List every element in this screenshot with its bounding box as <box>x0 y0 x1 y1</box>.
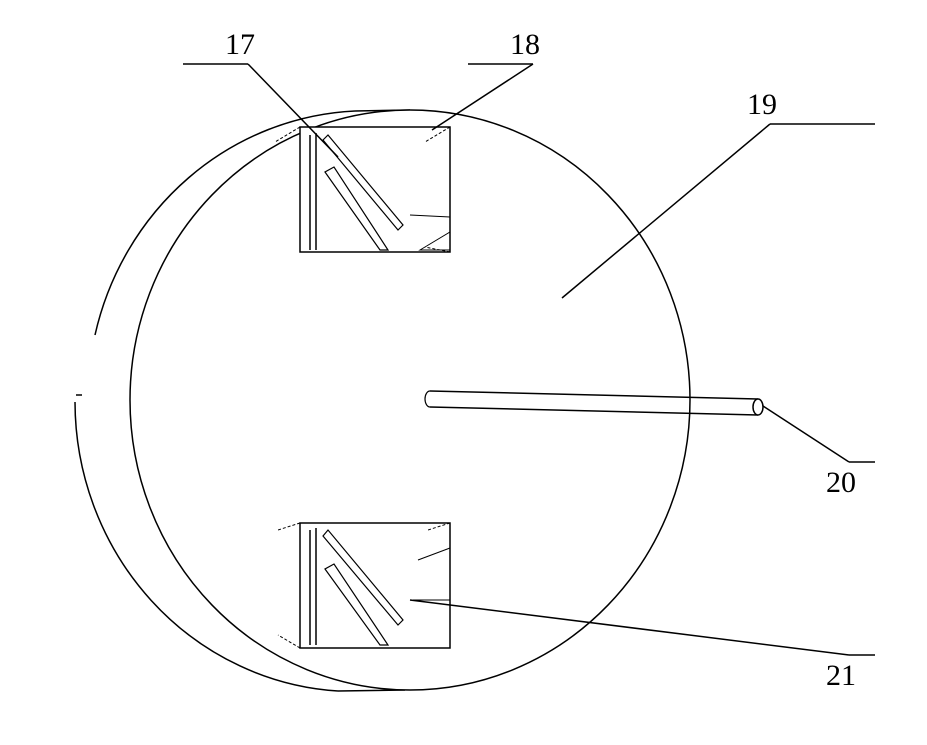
label-21: 21 <box>826 659 856 693</box>
diagram-container: 17 18 19 20 21 <box>0 0 927 745</box>
bottom-window <box>278 523 450 648</box>
technical-drawing <box>0 0 927 745</box>
label-17: 17 <box>225 28 255 62</box>
label-20: 20 <box>826 466 856 500</box>
top-window <box>275 127 450 252</box>
label-18: 18 <box>510 28 540 62</box>
label-19: 19 <box>747 88 777 122</box>
